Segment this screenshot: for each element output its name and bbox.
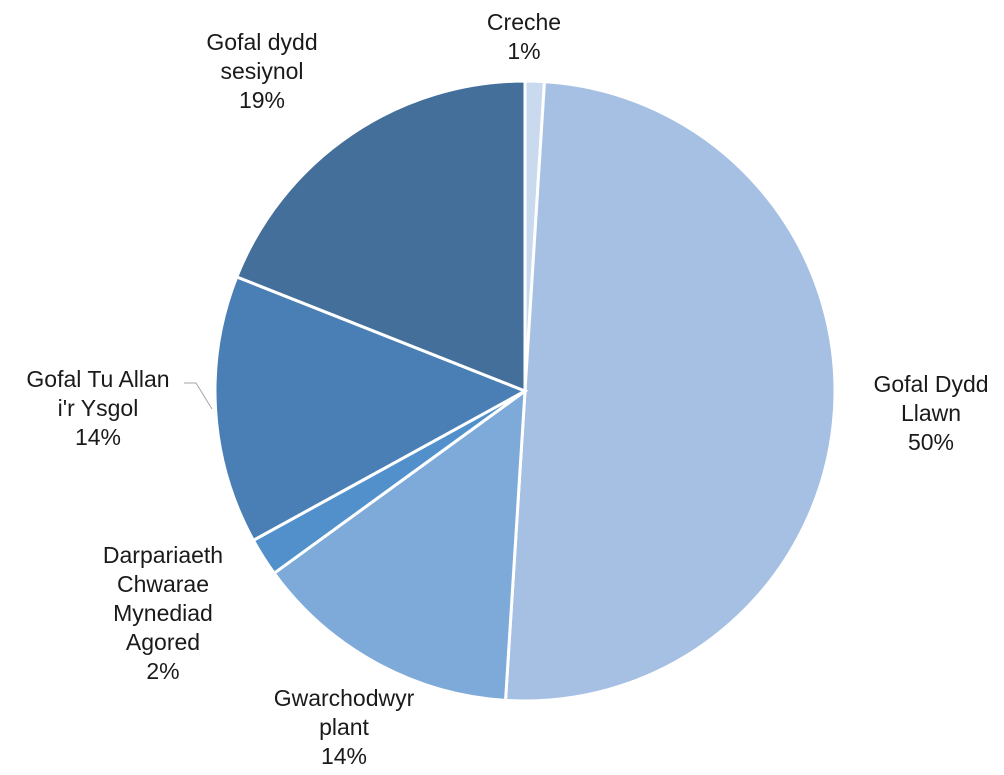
slice-category-label: Mynediad: [113, 600, 213, 626]
pie-slice: [272, 387, 527, 702]
slice-category-label: Chwarae: [117, 571, 209, 597]
slice-label: Gofal dydd sesiynol 19%: [206, 29, 317, 113]
slice-category-label: Gofal dydd: [206, 29, 317, 55]
pie-slice: [234, 79, 527, 394]
slice-label: Gwarchodwyr plant 14%: [274, 685, 415, 769]
slice-percent-label: 14%: [321, 743, 367, 769]
slice-category-label: i'r Ysgol: [58, 395, 139, 421]
slice-percent-label: 1%: [507, 38, 540, 64]
slice-label: Gofal Tu Allan i'r Ysgol 14%: [26, 366, 169, 450]
slice-label: Gofal Dydd Llawn 50%: [873, 371, 988, 455]
slice-category-label: plant: [319, 714, 369, 740]
pie-slice: [503, 80, 837, 703]
leader-lines: [184, 382, 213, 410]
slice-category-label: Gofal Tu Allan: [26, 366, 169, 392]
slice-category-label: Creche: [487, 9, 561, 35]
slice-percent-label: 14%: [75, 424, 121, 450]
slice-percent-label: 2%: [146, 658, 179, 684]
slice-percent-label: 50%: [908, 429, 954, 455]
slice-category-label: Llawn: [901, 400, 961, 426]
slice-label: Creche 1%: [487, 9, 561, 64]
slice-category-label: Gofal Dydd: [873, 371, 988, 397]
pie-slices: [213, 79, 837, 703]
slice-label: Darpariaeth Chwarae Mynediad Agored 2%: [103, 542, 223, 684]
slice-category-label: sesiynol: [220, 58, 303, 84]
leader-line: [184, 382, 213, 410]
slice-category-label: Gwarchodwyr: [274, 685, 415, 711]
slice-category-label: Agored: [126, 629, 200, 655]
pie-labels: Creche 1% Gofal Dydd Llawn 50% Gwarchodwyr pla…: [26, 9, 988, 769]
pie-slice: [213, 274, 529, 543]
slice-category-label: Darpariaeth: [103, 542, 223, 568]
slice-percent-label: 19%: [239, 87, 285, 113]
